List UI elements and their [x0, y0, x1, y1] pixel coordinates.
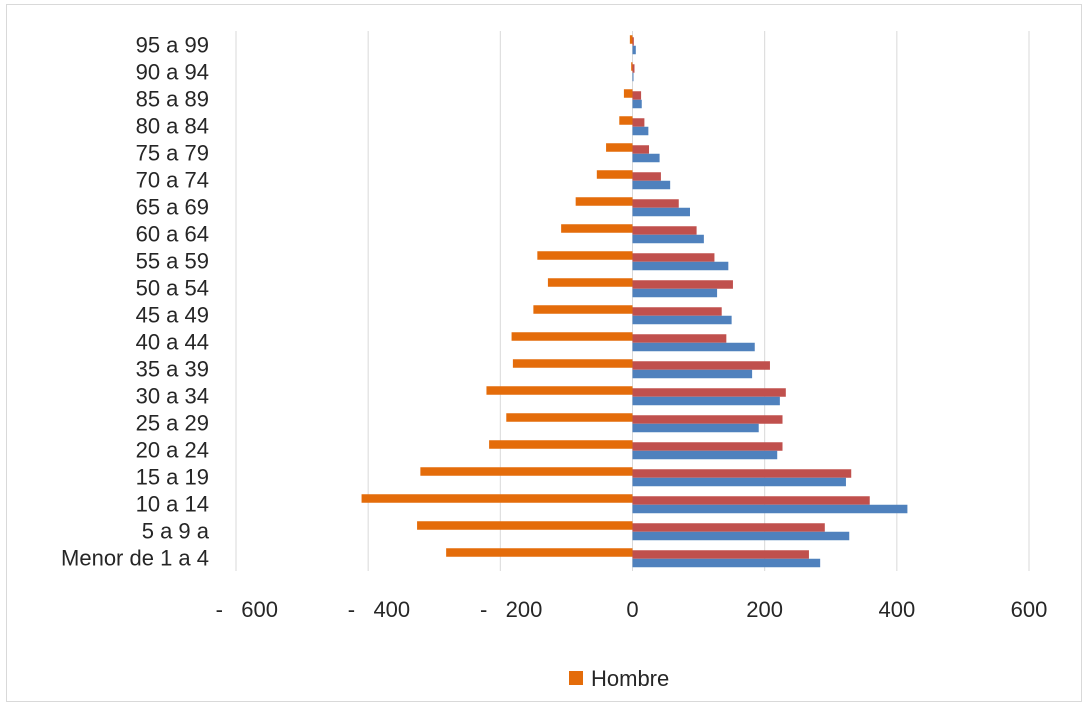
bar-s0-15 — [606, 143, 633, 152]
bar-s1-3 — [632, 469, 852, 478]
bar-s2-2 — [632, 504, 908, 514]
bar-s2-15 — [632, 153, 660, 163]
bar-s0-16 — [619, 116, 633, 125]
bar-s1-2 — [632, 496, 870, 505]
bar-s1-9 — [632, 307, 722, 316]
category-label-11: 55 a 59 — [136, 249, 209, 274]
category-label-12: 60 a 64 — [136, 222, 209, 247]
category-label-7: 35 a 39 — [136, 357, 209, 382]
bar-s2-19 — [632, 45, 636, 55]
bar-s1-5 — [632, 415, 783, 424]
bar-s1-14 — [632, 172, 661, 181]
bar-s1-16 — [632, 118, 645, 127]
bar-s1-11 — [632, 253, 715, 262]
x-tick-label-6: 600 — [1011, 597, 1048, 622]
bar-s1-13 — [632, 199, 679, 208]
bar-s0-10 — [547, 278, 633, 287]
bar-s0-6 — [486, 386, 633, 395]
bar-s2-7 — [632, 369, 753, 379]
bar-s0-4 — [489, 440, 633, 449]
gridlines — [235, 31, 1030, 571]
bar-s2-1 — [632, 531, 850, 541]
bar-s0-12 — [561, 224, 633, 233]
bar-s1-18 — [632, 64, 635, 73]
category-label-13: 65 a 69 — [136, 195, 209, 220]
bar-s2-9 — [632, 315, 732, 325]
x-tick-label-4: 200 — [746, 597, 783, 622]
category-label-10: 50 a 54 — [136, 276, 209, 301]
bar-s2-13 — [632, 207, 690, 217]
bar-s0-19 — [629, 35, 633, 44]
bar-s2-17 — [632, 99, 642, 109]
category-label-19: 95 a 99 — [136, 33, 209, 58]
bar-s1-12 — [632, 226, 697, 235]
bar-s0-9 — [533, 305, 633, 314]
category-label-15: 75 a 79 — [136, 141, 209, 166]
bar-s2-3 — [632, 477, 846, 487]
bar-s2-10 — [632, 288, 718, 298]
category-label-17: 85 a 89 — [136, 87, 209, 112]
category-label-16: 80 a 84 — [136, 114, 209, 139]
x-tick-label-0: - 600 — [216, 597, 278, 622]
bar-s0-7 — [512, 359, 633, 368]
bar-s2-11 — [632, 261, 729, 271]
bar-s2-12 — [632, 234, 704, 244]
bar-s2-8 — [632, 342, 755, 352]
x-tick-label-2: - 200 — [480, 597, 542, 622]
category-label-4: 20 a 24 — [136, 438, 209, 463]
bar-s2-5 — [632, 423, 759, 433]
x-tick-label-5: 400 — [878, 597, 915, 622]
legend-label-0: Hombre — [591, 666, 669, 691]
bar-s0-0 — [446, 548, 633, 557]
category-label-3: 15 a 19 — [136, 465, 209, 490]
bar-s2-0 — [632, 558, 821, 568]
bar-s0-18 — [631, 62, 633, 71]
category-label-2: 10 a 14 — [136, 492, 209, 517]
bar-s1-6 — [632, 388, 786, 397]
category-label-18: 90 a 94 — [136, 60, 209, 85]
category-label-1: 5 a 9 a — [142, 519, 210, 544]
bar-s1-15 — [632, 145, 650, 154]
bar-s0-5 — [506, 413, 633, 422]
bar-s1-7 — [632, 361, 770, 370]
category-label-9: 45 a 49 — [136, 303, 209, 328]
category-label-5: 25 a 29 — [136, 411, 209, 436]
category-label-0: Menor de 1 a 4 — [61, 546, 209, 571]
bar-s2-14 — [632, 180, 671, 190]
bar-s0-13 — [575, 197, 633, 206]
bar-s0-8 — [511, 332, 633, 341]
bar-s1-4 — [632, 442, 783, 451]
bar-s0-2 — [361, 494, 633, 503]
bar-s1-17 — [632, 91, 642, 100]
legend-swatch-0 — [569, 671, 583, 685]
bar-s2-16 — [632, 126, 649, 136]
legend: Hombre — [569, 666, 669, 691]
bar-s1-8 — [632, 334, 727, 343]
bar-s2-18 — [632, 72, 634, 82]
x-tick-label-3: 0 — [626, 597, 638, 622]
bar-s2-6 — [632, 396, 780, 406]
x-axis-tick-labels: - 600 - 400 - 200 0 200 400 600 — [216, 597, 1048, 622]
bar-s0-11 — [537, 251, 633, 260]
bars — [361, 35, 908, 568]
bar-s0-1 — [417, 521, 633, 530]
bar-s1-0 — [632, 550, 809, 559]
x-tick-label-1: - 400 — [348, 597, 410, 622]
bar-s1-1 — [632, 523, 825, 532]
bar-s1-19 — [632, 37, 634, 46]
bar-s0-14 — [596, 170, 633, 179]
category-label-6: 30 a 34 — [136, 384, 209, 409]
bar-s1-10 — [632, 280, 733, 289]
bar-s2-4 — [632, 450, 778, 460]
bar-s0-17 — [623, 89, 633, 98]
bar-s0-3 — [420, 467, 633, 476]
category-label-8: 40 a 44 — [136, 330, 209, 355]
category-label-14: 70 a 74 — [136, 168, 209, 193]
